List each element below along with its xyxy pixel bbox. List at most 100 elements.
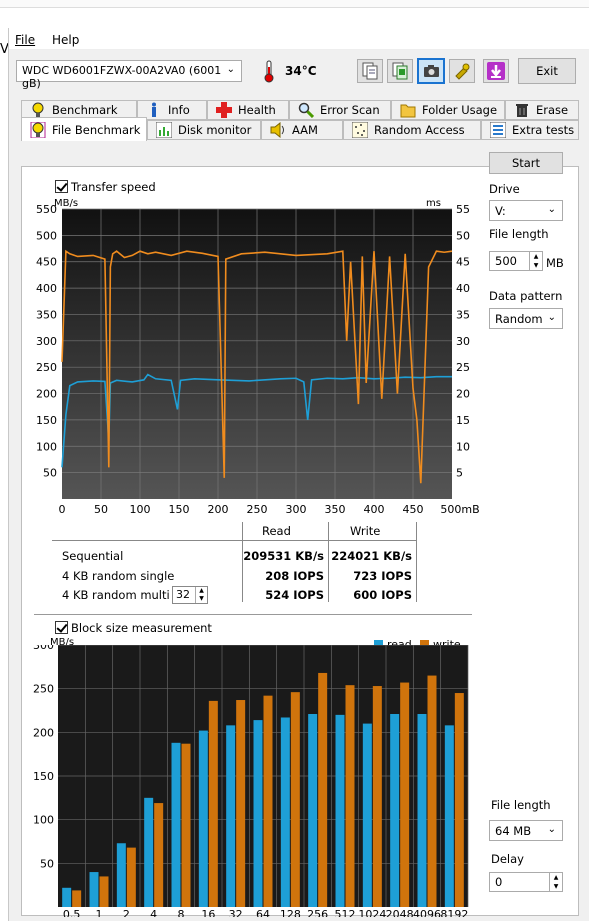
delay-spinner[interactable]: 0 ▲ ▼ — [489, 872, 563, 892]
row-sequential-write: 224021 KB/s — [331, 549, 412, 563]
chart1-y-tick: 150 — [36, 414, 57, 427]
delay-label: Delay — [491, 852, 524, 866]
tab-folder-usage[interactable]: Folder Usage — [391, 100, 505, 120]
chart2-y-tick: 50 — [40, 857, 54, 870]
row-4kb-multi-read: 524 IOPS — [265, 588, 324, 602]
tab-error-scan[interactable]: Error Scan — [289, 100, 391, 120]
file-length-spinner[interactable]: 500 ▲ ▼ — [489, 251, 543, 271]
tab-disk-monitor[interactable]: Disk monitor — [147, 120, 261, 140]
chart1-x-tick: 250 — [247, 503, 268, 516]
section-divider — [34, 614, 472, 615]
read-bar — [362, 723, 372, 907]
chart1-y2-tick: 50 — [456, 229, 470, 242]
chart1-y2-tick: 5 — [456, 467, 463, 480]
spinner-arrows-icon: ▲ ▼ — [529, 252, 542, 270]
tab-health[interactable]: Health — [207, 100, 289, 120]
row-4kb-multi-write: 600 IOPS — [353, 588, 412, 602]
chart2-x-tick: 64 — [256, 908, 270, 917]
random-access-icon — [351, 121, 369, 139]
results-col-divider-1 — [242, 522, 243, 602]
access-time-series — [61, 249, 453, 484]
row-4kb-single-read: 208 IOPS — [265, 569, 324, 583]
read-bar — [116, 843, 126, 907]
screenshot-button[interactable] — [417, 58, 445, 84]
tab-extra-tests[interactable]: Extra tests — [481, 120, 579, 140]
chart1-y-tick: 300 — [36, 335, 57, 348]
copy-button[interactable] — [357, 59, 383, 83]
file-length-value: 500 — [495, 254, 517, 268]
chart1-y-tick: 200 — [36, 388, 57, 401]
tab-aam[interactable]: AAM — [261, 120, 343, 140]
chart2-x-tick: 0.5 — [63, 908, 81, 917]
start-label: Start — [511, 156, 541, 170]
tab-info[interactable]: Info — [137, 100, 207, 120]
chart1-y2-tick: 45 — [456, 256, 470, 269]
read-bar — [335, 714, 345, 907]
menu-help[interactable]: Help — [52, 33, 80, 47]
file-length-label: File length — [489, 227, 549, 241]
chart1-y2-tick: 55 — [456, 203, 470, 216]
chart1-y-tick: 400 — [36, 282, 57, 295]
chart1-y-tick: 350 — [36, 308, 57, 321]
read-bar — [171, 742, 181, 907]
tab-file-benchmark[interactable]: File Benchmark — [21, 117, 147, 141]
block-file-length-value: 64 MB — [495, 824, 532, 838]
download-button[interactable] — [483, 59, 509, 83]
write-bar — [263, 695, 273, 907]
block-file-length-select[interactable]: 64 MB ⌄ — [489, 820, 563, 841]
tab-label: Health — [238, 103, 276, 117]
tab-erase[interactable]: Erase — [505, 100, 579, 120]
download-arrow-icon — [487, 62, 505, 80]
chart2-x-tick: 4 — [150, 908, 157, 917]
results-col-write: Write — [350, 524, 381, 538]
tab-label: Random Access — [374, 123, 465, 137]
chart1-y2-tick: 20 — [456, 388, 470, 401]
transfer-speed-checkbox[interactable] — [55, 180, 68, 193]
block-size-label: Block size measurement — [71, 621, 212, 635]
read-bar — [198, 730, 208, 907]
chart2-x-tick: 2048 — [386, 908, 414, 917]
row-sequential-label: Sequential — [62, 549, 124, 563]
block-size-checkbox[interactable] — [55, 621, 68, 634]
tab-label: Erase — [536, 103, 569, 117]
chart2-y-tick: 150 — [33, 770, 54, 783]
data-pattern-label: Data pattern — [489, 289, 563, 303]
chart2-x-tick: 512 — [335, 908, 356, 917]
drive-select[interactable]: WDC WD6001FZWX-00A2VA0 (6001 gB) ⌄ — [16, 60, 242, 90]
tab-benchmark[interactable]: Benchmark — [21, 100, 137, 120]
write-bar — [372, 686, 382, 907]
write-bar — [99, 876, 109, 907]
chart2-x-tick: 8 — [178, 908, 185, 917]
options-button[interactable] — [449, 59, 475, 83]
read-bar — [62, 887, 72, 907]
chart2-y-tick: 200 — [33, 726, 54, 739]
read-bar — [390, 713, 400, 907]
drive-letter-select[interactable]: V: ⌄ — [489, 200, 563, 221]
chart1-x-tick: 200 — [208, 503, 229, 516]
legend-write-swatch — [420, 640, 429, 649]
chart2-y-tick: 300 — [33, 645, 54, 652]
write-bar — [126, 847, 136, 907]
tools-icon — [455, 63, 470, 80]
write-bar — [181, 743, 191, 907]
queue-depth-spinner[interactable]: 32 ▲ ▼ — [172, 586, 208, 604]
chart1-x-tick: 300 — [286, 503, 307, 516]
chart1-y-tick: 550 — [36, 203, 57, 216]
data-pattern-select[interactable]: Random ⌄ — [489, 308, 563, 329]
file-benchmark-panel: Transfer speed MB/s ms 0 50 100 150 200 250 30… — [21, 166, 579, 917]
chevron-down-icon: ⌄ — [547, 312, 556, 323]
start-button[interactable]: Start — [489, 152, 563, 174]
save-results-button[interactable] — [387, 59, 413, 83]
tab-random-access[interactable]: Random Access — [343, 120, 481, 140]
hd-tune-window: File Help WDC WD6001FZWX-00A2VA0 (6001 g… — [8, 28, 589, 921]
data-pattern-value: Random — [495, 312, 543, 326]
write-bar — [454, 693, 464, 907]
menu-file[interactable]: File — [15, 33, 36, 47]
file-benchmark-icon — [30, 121, 46, 138]
exit-button[interactable]: Exit — [518, 58, 576, 84]
trash-icon — [514, 102, 530, 118]
write-bar — [427, 675, 437, 907]
read-bar — [308, 713, 318, 907]
chart2-x-tick: 2 — [123, 908, 130, 917]
row-4kb-single-label: 4 KB random single — [62, 569, 175, 583]
